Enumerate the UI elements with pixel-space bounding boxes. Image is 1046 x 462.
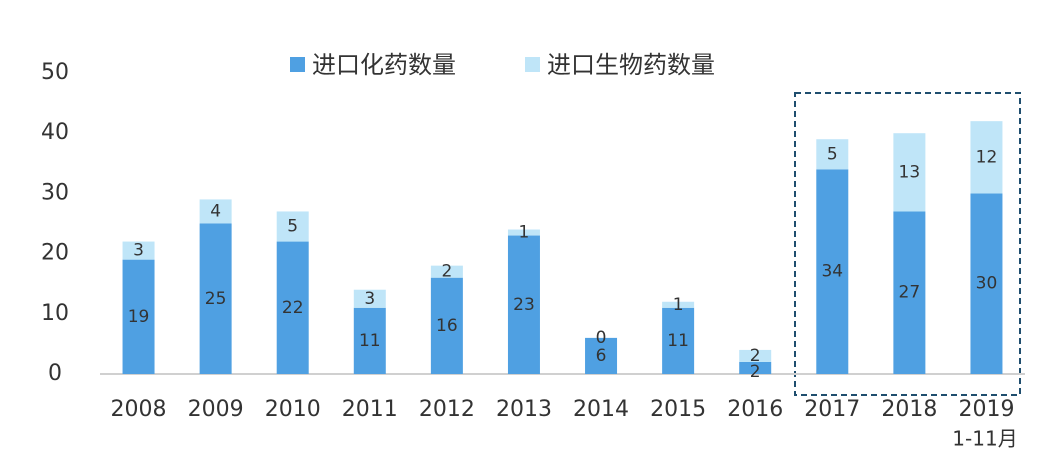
value-label: 16 <box>436 316 458 336</box>
legend-label: 进口化药数量 <box>312 51 456 79</box>
y-tick-label: 30 <box>41 180 69 205</box>
bar-segment <box>662 307 695 374</box>
bar-segment <box>893 133 926 212</box>
x-tick-label: 2012 <box>419 397 475 422</box>
value-label: 6 <box>596 346 607 366</box>
bar-segment <box>970 121 1003 194</box>
value-label: 23 <box>513 295 535 315</box>
y-tick-label: 0 <box>48 361 62 386</box>
x-tick-label: 2016 <box>727 397 783 422</box>
value-label: 0 <box>596 328 607 348</box>
value-label: 22 <box>282 298 304 318</box>
value-label: 1 <box>673 295 684 315</box>
value-label: 11 <box>359 331 381 351</box>
value-label: 2 <box>750 346 761 366</box>
x-tick-label: 2015 <box>650 397 706 422</box>
x-tick-label: 2010 <box>265 397 321 422</box>
bar-segment <box>816 139 849 170</box>
bar-segment <box>662 301 695 308</box>
bar-segment <box>739 361 772 374</box>
value-label: 4 <box>210 201 221 221</box>
bar-segment <box>507 235 540 374</box>
bar-segment <box>276 211 309 242</box>
value-label: 3 <box>133 241 144 261</box>
value-label: 13 <box>899 162 921 182</box>
x-tick-label: 2014 <box>573 397 629 422</box>
value-label: 5 <box>827 144 838 164</box>
bar-segment <box>893 211 926 374</box>
legend-label: 进口生物药数量 <box>547 51 715 79</box>
value-label: 19 <box>128 307 150 327</box>
bar-segment <box>970 193 1003 374</box>
value-label: 30 <box>976 274 998 294</box>
x-tick-label: 2019 <box>958 397 1014 422</box>
x-tick-label: 2017 <box>804 397 860 422</box>
highlight-box <box>794 92 1021 396</box>
annotation: 1-11月 <box>952 427 1017 451</box>
legend-swatch <box>525 57 540 72</box>
bar-segment <box>199 199 232 224</box>
bar-segment <box>430 277 463 374</box>
value-label: 2 <box>441 262 452 282</box>
bar-segment <box>507 229 540 236</box>
bar-segment <box>585 337 618 374</box>
bar-segment <box>816 169 849 374</box>
x-tick-label: 2013 <box>496 397 552 422</box>
bar-segment <box>276 241 309 374</box>
value-label: 3 <box>364 289 375 309</box>
y-tick-label: 50 <box>41 60 69 85</box>
value-label: 2 <box>750 362 761 382</box>
y-tick-label: 40 <box>41 120 69 145</box>
x-tick-label: 2011 <box>342 397 398 422</box>
bar-segment <box>353 307 386 374</box>
value-label: 11 <box>667 331 689 351</box>
bar-segment <box>199 223 232 374</box>
bar-segment <box>739 349 772 362</box>
value-label: 27 <box>899 283 921 303</box>
value-label: 5 <box>287 217 298 237</box>
legend-swatch <box>290 57 305 72</box>
y-tick-label: 20 <box>41 241 69 266</box>
x-tick-label: 2008 <box>111 397 167 422</box>
bar-segment <box>122 259 155 374</box>
bar-segment <box>122 241 155 260</box>
y-tick-label: 10 <box>41 301 69 326</box>
x-tick-label: 2009 <box>188 397 244 422</box>
value-label: 34 <box>821 262 843 282</box>
value-label: 1 <box>519 223 530 243</box>
value-label: 25 <box>205 289 227 309</box>
value-label: 12 <box>976 147 998 167</box>
bar-segment <box>353 289 386 308</box>
bar-segment <box>430 265 463 278</box>
x-tick-label: 2018 <box>881 397 937 422</box>
